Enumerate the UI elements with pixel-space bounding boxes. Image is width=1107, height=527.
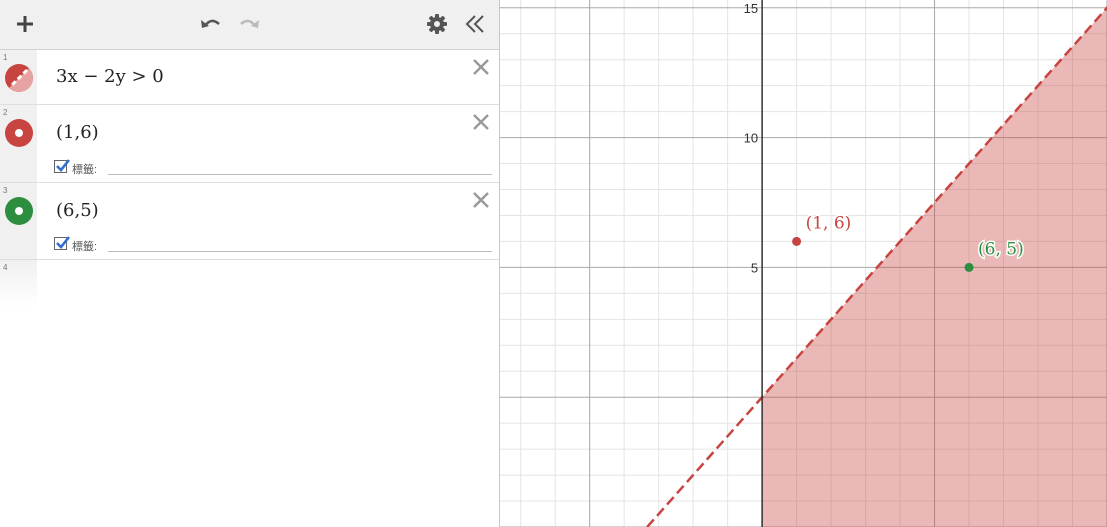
- redo-icon: [237, 14, 261, 34]
- expression-gutter: 1: [0, 50, 37, 104]
- expression-row-2[interactable]: 2 (1,6) 標籤:: [0, 105, 499, 183]
- expression-input[interactable]: (6,5): [56, 200, 99, 221]
- collapse-panel-button[interactable]: [460, 9, 490, 39]
- expression-index: 4: [3, 263, 8, 272]
- delete-expression-button[interactable]: [471, 112, 491, 132]
- expression-gutter: 3: [0, 183, 37, 259]
- y-tick-label: 5: [751, 260, 758, 275]
- point-marker: [964, 262, 974, 272]
- expression-row-3[interactable]: 3 (6,5) 標籤:: [0, 183, 499, 260]
- expression-gutter: 4: [0, 260, 37, 308]
- label-input[interactable]: [108, 174, 492, 175]
- point-color-icon[interactable]: [4, 196, 34, 226]
- add-expression-button[interactable]: [10, 9, 40, 39]
- gear-icon: [426, 13, 448, 35]
- expression-panel: 1 3x − 2y > 0 2 (1,6): [0, 0, 499, 527]
- label-option: 標籤:: [54, 236, 494, 253]
- close-icon: [471, 59, 491, 81]
- point-color-icon[interactable]: [4, 118, 34, 148]
- redo-button[interactable]: [234, 9, 264, 39]
- expression-gutter: 2: [0, 105, 37, 182]
- point-label: (1, 6): [806, 213, 852, 233]
- close-icon: [471, 192, 491, 214]
- label-checkbox[interactable]: [54, 159, 71, 173]
- delete-expression-button[interactable]: [471, 57, 491, 77]
- point-label: (6, 5): [978, 239, 1024, 259]
- inequality-color-icon[interactable]: [4, 63, 34, 93]
- major-grid: [500, 0, 1107, 527]
- inequality-shaded-region: [762, 0, 1107, 527]
- label-checkbox-text: 標籤:: [72, 241, 98, 253]
- plus-icon: [15, 14, 35, 34]
- close-icon: [471, 114, 491, 136]
- label-input[interactable]: [108, 251, 492, 252]
- label-checkbox-text: 標籤:: [72, 164, 98, 176]
- expression-toolbar: [0, 0, 499, 50]
- point-marker: [792, 236, 802, 246]
- expression-input[interactable]: 3x − 2y > 0: [56, 66, 164, 87]
- undo-icon: [199, 14, 223, 34]
- settings-button[interactable]: [422, 9, 452, 39]
- label-option: 標籤:: [54, 159, 494, 176]
- inequality-boundary-line: [646, 5, 1107, 527]
- delete-expression-button[interactable]: [471, 190, 491, 210]
- expression-input[interactable]: (1,6): [56, 122, 99, 143]
- graph-canvas[interactable]: 5 10 15 (1, 6) (6, 5): [500, 0, 1107, 527]
- expression-index: 2: [3, 108, 8, 117]
- undo-button[interactable]: [196, 9, 226, 39]
- y-tick-label: 10: [744, 131, 758, 146]
- expression-row-4[interactable]: 4: [0, 260, 499, 308]
- double-chevron-left-icon: [464, 13, 486, 35]
- expression-index: 3: [3, 186, 8, 195]
- y-axis-tick-labels: 5 10 15: [744, 1, 758, 276]
- y-tick-label: 15: [744, 1, 758, 16]
- panel-divider[interactable]: [499, 0, 500, 527]
- label-checkbox[interactable]: [54, 236, 71, 250]
- expression-row-1[interactable]: 1 3x − 2y > 0: [0, 50, 499, 105]
- expression-index: 1: [3, 53, 8, 62]
- plotted-points: (1, 6) (6, 5): [792, 212, 1025, 272]
